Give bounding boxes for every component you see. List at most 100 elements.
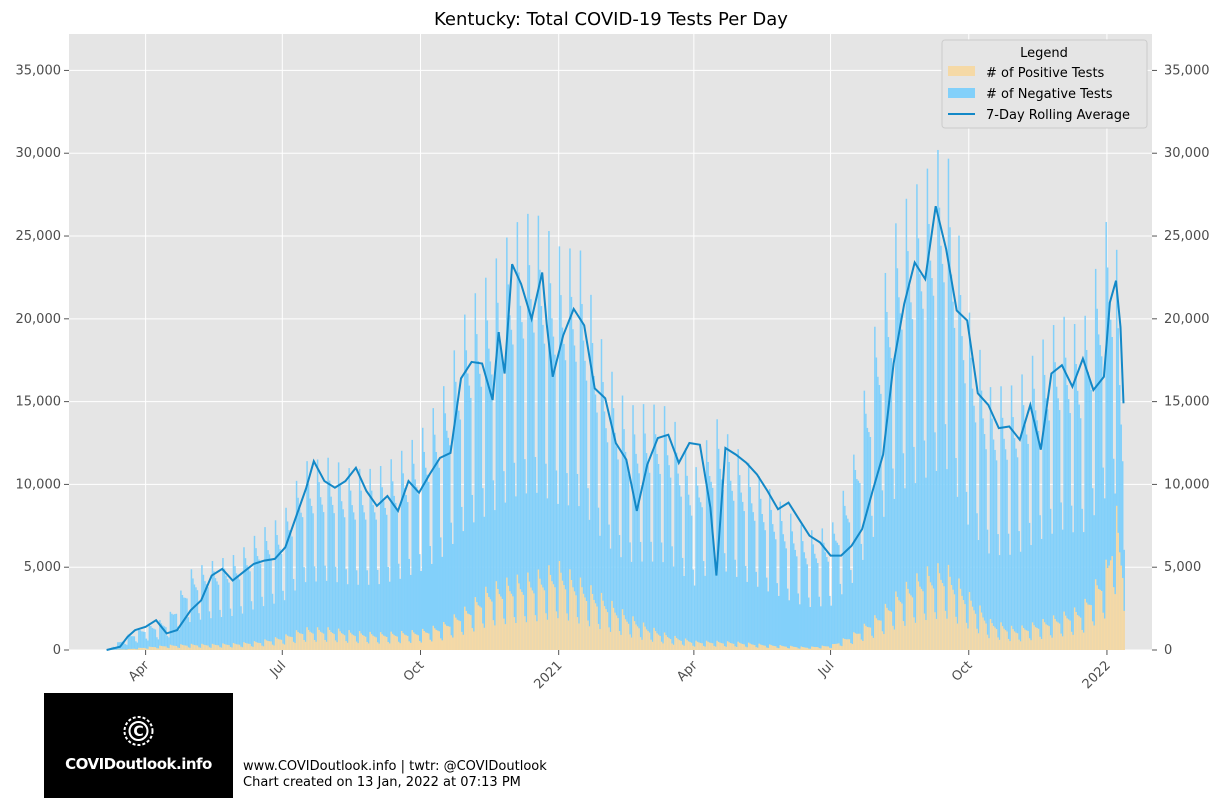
positive-test-bar — [156, 648, 158, 650]
negative-test-bar — [476, 334, 478, 650]
negative-test-bar — [280, 553, 283, 650]
negative-test-bar — [261, 596, 263, 650]
negative-test-bar — [949, 227, 951, 650]
negative-test-bar — [707, 461, 709, 650]
negative-test-bar — [220, 617, 223, 650]
negative-test-bar — [665, 435, 667, 650]
positive-test-bar — [644, 626, 646, 650]
positive-test-bar — [698, 642, 700, 650]
negative-test-bar — [369, 468, 371, 650]
positive-test-bar — [427, 633, 430, 650]
positive-test-bar — [1091, 621, 1094, 650]
y-axis-left: 0 5,000 10,000 15,000 20,000 25,000 30,000 35,0… — [16, 63, 69, 658]
positive-test-bar — [743, 644, 745, 650]
positive-test-bar — [443, 621, 445, 650]
negative-test-bar — [845, 515, 848, 650]
positive-test-bar — [402, 633, 404, 650]
negative-test-bar — [554, 354, 556, 650]
positive-test-bar — [866, 627, 869, 650]
positive-test-bar — [240, 646, 242, 650]
negative-test-bar — [857, 480, 860, 650]
negative-test-bar — [780, 521, 783, 650]
negative-test-bar — [806, 564, 809, 650]
negative-test-bar — [764, 530, 766, 650]
positive-test-bar — [226, 644, 229, 650]
negative-test-bar — [1018, 531, 1020, 650]
negative-test-bar — [211, 560, 214, 650]
positive-test-bar — [992, 625, 995, 650]
negative-test-bar — [252, 609, 254, 650]
negative-test-bar — [974, 422, 977, 650]
positive-test-bar — [1117, 532, 1119, 650]
positive-test-bar — [1000, 622, 1002, 650]
positive-test-bar — [684, 638, 687, 650]
negative-test-bar — [793, 543, 795, 650]
legend: Legend # of Positive Tests # of Negative… — [941, 39, 1148, 129]
positive-test-bar — [452, 637, 454, 650]
positive-test-bar — [665, 635, 667, 650]
positive-test-bar — [531, 590, 534, 650]
positive-test-bar — [596, 606, 598, 650]
negative-test-bar — [929, 260, 932, 650]
positive-test-bar — [905, 581, 908, 650]
negative-test-bar — [851, 582, 854, 650]
negative-test-bar — [268, 554, 271, 650]
negative-test-bar — [297, 497, 299, 650]
positive-test-bar — [674, 635, 676, 650]
positive-test-bar — [127, 648, 130, 650]
negative-test-bar — [827, 561, 830, 650]
negative-test-bar — [1085, 349, 1088, 650]
positive-test-bar — [696, 641, 699, 650]
negative-test-bar — [689, 505, 691, 650]
positive-test-bar — [764, 645, 766, 650]
positive-test-bar — [953, 594, 956, 650]
x-tick-label: 2021 — [531, 658, 565, 690]
negative-test-bar — [399, 578, 401, 650]
negative-test-bar — [928, 224, 930, 650]
positive-test-bar — [283, 644, 286, 650]
negative-test-bar — [818, 596, 821, 650]
negative-test-bar — [509, 315, 511, 650]
positive-test-bar — [253, 641, 256, 650]
negative-test-bar — [193, 584, 196, 650]
negative-test-bar — [402, 473, 404, 650]
positive-test-bar — [678, 640, 681, 650]
y-tick-label-left: 25,000 — [16, 229, 62, 244]
positive-test-bar — [995, 629, 998, 650]
negative-test-bar — [770, 509, 772, 650]
negative-test-bar — [841, 594, 843, 650]
positive-test-bar — [657, 634, 660, 650]
positive-test-bar — [406, 635, 409, 650]
positive-test-bar — [461, 631, 463, 650]
positive-test-bar — [932, 588, 935, 650]
positive-test-bar — [375, 637, 377, 650]
positive-test-bar — [934, 612, 936, 650]
negative-test-bar — [396, 509, 398, 650]
positive-test-bar — [486, 593, 489, 650]
negative-test-bar — [552, 336, 555, 650]
negative-test-bar — [773, 531, 775, 650]
negative-test-bar — [767, 591, 769, 650]
positive-test-bar — [417, 635, 419, 650]
positive-test-bar — [738, 642, 741, 650]
negative-test-bar — [956, 496, 959, 650]
negative-test-bar — [587, 488, 589, 650]
negative-test-bar — [561, 327, 564, 650]
negative-test-bar — [832, 522, 834, 650]
negative-test-bar — [666, 455, 669, 650]
x-axis: Apr Jul Oct 2021 Apr Jul Oct 2022 — [126, 650, 1114, 690]
positive-test-bar — [827, 646, 830, 650]
negative-test-bar — [437, 459, 439, 650]
negative-test-bar — [316, 459, 319, 650]
positive-test-bar — [388, 643, 391, 650]
positive-test-bar — [826, 646, 828, 650]
positive-test-bar — [280, 639, 283, 650]
negative-test-bar — [632, 405, 634, 650]
positive-test-bar — [1081, 629, 1083, 650]
positive-test-bar — [133, 648, 136, 650]
positive-test-bar — [471, 628, 474, 650]
positive-test-bar — [295, 630, 298, 650]
negative-test-bar — [626, 464, 628, 650]
positive-test-bar — [750, 644, 753, 650]
positive-test-bar — [267, 640, 269, 650]
